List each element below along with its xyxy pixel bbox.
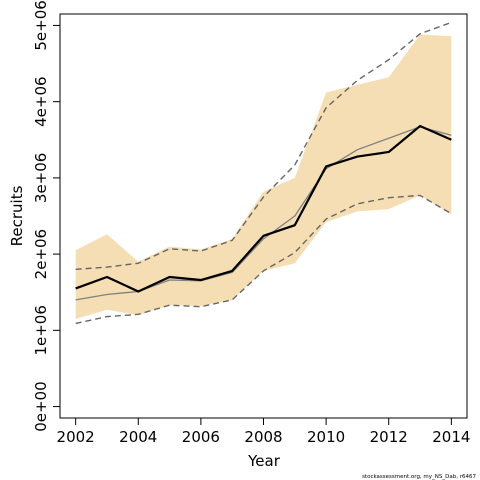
x-tick-label: 2014 <box>432 428 470 446</box>
x-tick-label: 2010 <box>307 428 345 446</box>
series-line-estimate <box>75 124 452 293</box>
x-axis: 2002 2004 2006 2008 2010 2012 2014 <box>57 417 470 446</box>
series-line-bound-3 <box>75 194 452 325</box>
x-axis-label: Year <box>247 452 281 470</box>
series-line-bound-2 <box>75 21 452 271</box>
x-tick-label: 2008 <box>244 428 282 446</box>
confidence-band-layer <box>75 34 452 319</box>
x-tick-label: 2012 <box>370 428 408 446</box>
y-tick-label: 4e+06 <box>32 76 50 126</box>
y-tick-label: 2e+06 <box>32 229 50 279</box>
y-axis-label: Recruits <box>8 185 26 246</box>
y-axis: 0e+00 1e+06 2e+06 3e+06 4e+06 5e+06 <box>32 0 61 432</box>
y-tick-label: 5e+06 <box>32 0 50 50</box>
x-tick-label: 2002 <box>57 428 95 446</box>
y-tick-label: 0e+00 <box>32 381 50 431</box>
series-layer <box>75 21 452 325</box>
y-tick-label: 3e+06 <box>32 153 50 203</box>
y-tick-label: 1e+06 <box>32 305 50 355</box>
credit-text: stockassessment.org, my_NS_Dab, r6467 <box>362 474 476 480</box>
x-tick-label: 2006 <box>182 428 220 446</box>
x-tick-label: 2004 <box>119 428 157 446</box>
confidence-band <box>75 34 452 319</box>
